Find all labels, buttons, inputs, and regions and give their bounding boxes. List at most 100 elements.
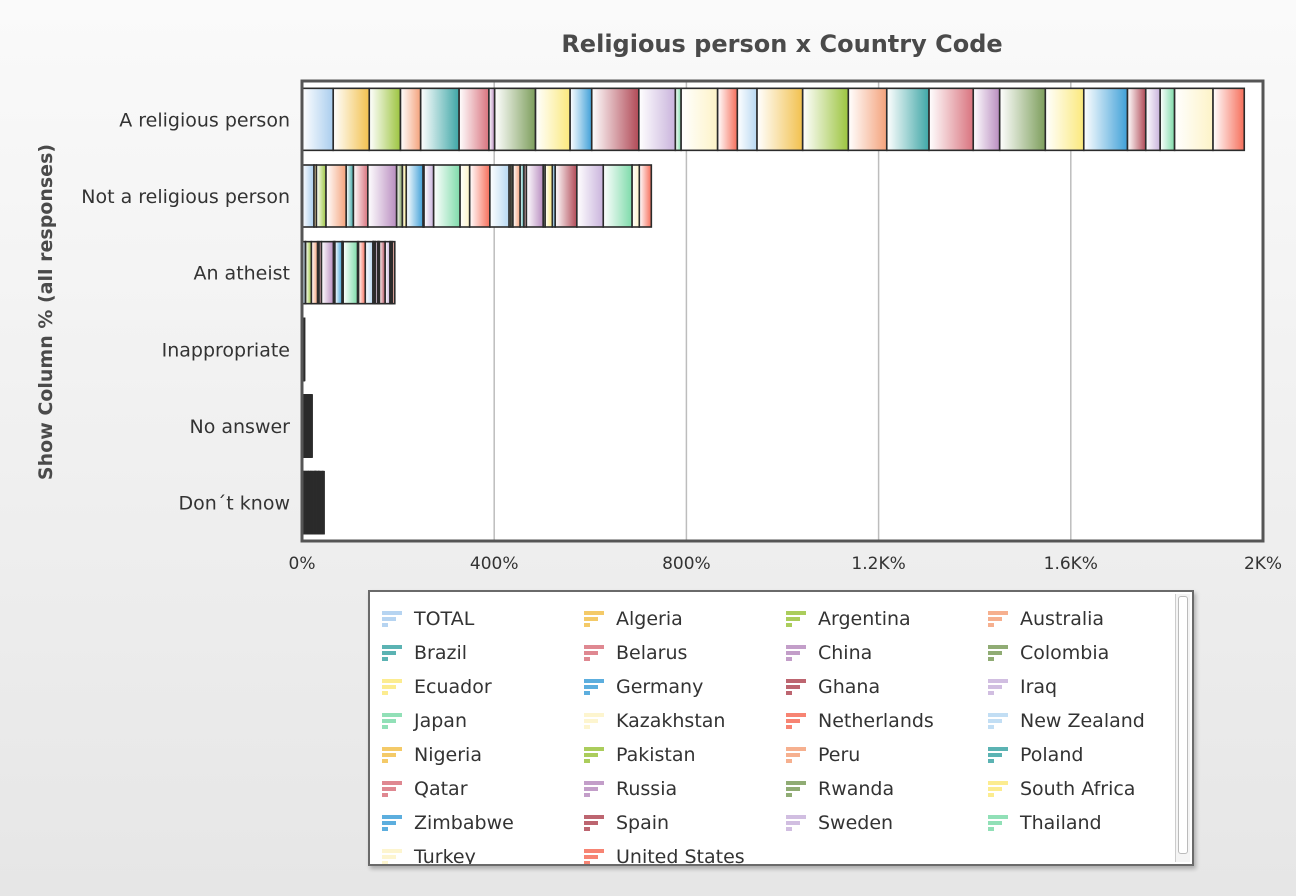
- bar-segment[interactable]: [301, 87, 335, 152]
- bar-segment[interactable]: [885, 87, 930, 152]
- bar-segment[interactable]: [569, 87, 593, 152]
- legend-swatch-icon: [786, 611, 806, 627]
- bar-segment[interactable]: [334, 240, 343, 305]
- bar-segment[interactable]: [1144, 87, 1161, 152]
- bar-segment[interactable]: [399, 87, 422, 152]
- bar-segment[interactable]: [674, 87, 682, 152]
- bar-segment[interactable]: [512, 164, 521, 228]
- bar-segment[interactable]: [493, 87, 537, 152]
- bar-segment[interactable]: [489, 164, 510, 228]
- bar-segment[interactable]: [544, 164, 554, 228]
- bar-segment[interactable]: [315, 164, 327, 228]
- legend-item[interactable]: Australia: [986, 602, 1170, 636]
- bar-segment[interactable]: [458, 87, 490, 152]
- bar-segment[interactable]: [631, 164, 641, 228]
- bar-segment[interactable]: [364, 240, 374, 305]
- bar-segment[interactable]: [325, 164, 348, 228]
- bar-segment[interactable]: [1159, 87, 1176, 152]
- legend-item[interactable]: Colombia: [986, 636, 1170, 670]
- bar-segment[interactable]: [680, 87, 719, 152]
- bar-segment[interactable]: [322, 470, 325, 535]
- legend-item[interactable]: Germany: [582, 670, 784, 704]
- legend-item[interactable]: Qatar: [380, 772, 582, 806]
- x-tick-label: 1.6K%: [1044, 554, 1098, 574]
- category-label: An atheist: [193, 263, 290, 285]
- legend-item[interactable]: Brazil: [380, 636, 582, 670]
- legend-item[interactable]: Belarus: [582, 636, 784, 670]
- legend-scrollbar[interactable]: [1175, 594, 1190, 862]
- legend-item[interactable]: Zimbabwe: [380, 806, 582, 840]
- bar-segment[interactable]: [332, 87, 371, 152]
- legend-item[interactable]: Iraq: [986, 670, 1170, 704]
- legend-label: Zimbabwe: [414, 812, 514, 834]
- legend-item[interactable]: United States: [582, 840, 784, 864]
- bar-segment[interactable]: [357, 240, 367, 305]
- bar-segment[interactable]: [423, 164, 435, 228]
- bar-segment[interactable]: [756, 87, 804, 152]
- bar-segment[interactable]: [602, 164, 633, 228]
- bar-segment[interactable]: [716, 87, 739, 152]
- bar-segment[interactable]: [1082, 87, 1129, 152]
- legend-item[interactable]: Netherlands: [784, 704, 986, 738]
- bar-segment[interactable]: [301, 164, 315, 228]
- legend-item[interactable]: Spain: [582, 806, 784, 840]
- legend-item[interactable]: China: [784, 636, 986, 670]
- bar-segment[interactable]: [736, 87, 758, 152]
- legend-items: TOTAL Algeria Argentina Australia Brazil Bela…: [380, 602, 1170, 864]
- legend-item[interactable]: Rwanda: [784, 772, 986, 806]
- bar-segment[interactable]: [590, 87, 640, 152]
- bar-segment[interactable]: [342, 240, 359, 305]
- bar-segment[interactable]: [1044, 87, 1085, 152]
- legend-item[interactable]: Pakistan: [582, 738, 784, 772]
- bar-segment[interactable]: [1126, 87, 1147, 152]
- bar-segment[interactable]: [391, 240, 396, 305]
- legend-item[interactable]: Russia: [582, 772, 784, 806]
- legend-item[interactable]: Ghana: [784, 670, 986, 704]
- bar-segment[interactable]: [972, 87, 1001, 152]
- legend-item[interactable]: Peru: [784, 738, 986, 772]
- bar-segment[interactable]: [310, 240, 319, 305]
- bar-segment[interactable]: [1173, 87, 1214, 152]
- legend-item[interactable]: Kazakhstan: [582, 704, 784, 738]
- bar-segment[interactable]: [525, 164, 545, 228]
- bar-segment[interactable]: [998, 87, 1047, 152]
- bar-segment[interactable]: [847, 87, 888, 152]
- bar-segment[interactable]: [345, 164, 355, 228]
- legend-item[interactable]: Sweden: [784, 806, 986, 840]
- legend-item[interactable]: New Zealand: [986, 704, 1170, 738]
- x-tick-label: 0%: [289, 554, 316, 574]
- legend-item[interactable]: Turkey: [380, 840, 582, 864]
- bar-segment[interactable]: [459, 164, 471, 228]
- bar-segment[interactable]: [395, 164, 404, 228]
- bar-segment[interactable]: [1212, 87, 1246, 152]
- bar-segment[interactable]: [534, 87, 571, 152]
- bar-segment[interactable]: [468, 164, 491, 228]
- bar-segment[interactable]: [405, 164, 424, 228]
- bar-segment[interactable]: [554, 164, 578, 228]
- legend-item[interactable]: Poland: [986, 738, 1170, 772]
- bar-segment[interactable]: [367, 164, 398, 228]
- bar-segment[interactable]: [304, 240, 313, 305]
- legend-item[interactable]: TOTAL: [380, 602, 582, 636]
- bar-segment[interactable]: [638, 87, 677, 152]
- bar-segment[interactable]: [576, 164, 605, 228]
- legend-item[interactable]: Nigeria: [380, 738, 582, 772]
- bar-segment[interactable]: [419, 87, 460, 152]
- legend-item[interactable]: Japan: [380, 704, 582, 738]
- bar-segment[interactable]: [432, 164, 461, 228]
- bar-segment[interactable]: [488, 87, 496, 152]
- bar-segment[interactable]: [352, 164, 369, 228]
- bar-segment[interactable]: [368, 87, 402, 152]
- legend-item[interactable]: Ecuador: [380, 670, 582, 704]
- bar-segment[interactable]: [320, 240, 335, 305]
- bar-segment[interactable]: [378, 240, 386, 305]
- bar-segment[interactable]: [928, 87, 975, 152]
- legend-item[interactable]: Thailand: [986, 806, 1170, 840]
- legend-item[interactable]: Algeria: [582, 602, 784, 636]
- legend-item[interactable]: South Africa: [986, 772, 1170, 806]
- bar-segment[interactable]: [801, 87, 850, 152]
- legend-label: Ecuador: [414, 676, 492, 698]
- legend-scroll-thumb[interactable]: [1178, 596, 1188, 854]
- bar-segment[interactable]: [638, 164, 653, 228]
- legend-item[interactable]: Argentina: [784, 602, 986, 636]
